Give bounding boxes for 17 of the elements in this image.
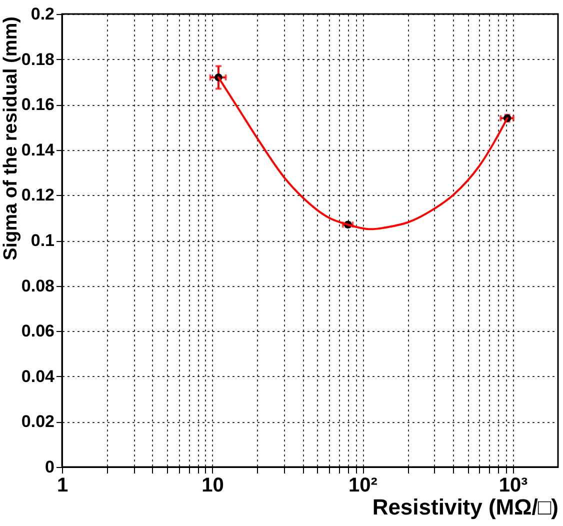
x-tick-label: 1 — [56, 474, 68, 496]
y-tick-label: 0.08 — [21, 276, 54, 296]
y-tick-label: 0.12 — [21, 186, 54, 205]
y-tick-label: 0.06 — [21, 322, 54, 341]
x-axis-title: Resistivity (MΩ/□) — [372, 494, 558, 520]
x-tick-label: 10 — [202, 474, 224, 496]
y-tick-label: 0.16 — [21, 95, 54, 114]
y-tick-label: 0.04 — [21, 366, 56, 386]
y-tick-label: 0.02 — [21, 412, 54, 432]
y-tick-label: 0.2 — [30, 4, 54, 24]
y-tick-label: 0.1 — [30, 231, 54, 250]
x-tick-label: 10² — [348, 474, 378, 496]
y-tick-label: 0 — [45, 458, 54, 476]
y-tick-label: 0.14 — [21, 140, 56, 160]
y-tick-label: 0.18 — [21, 50, 54, 69]
y-axis-title: Sigma of the residual (mm) — [0, 16, 22, 260]
x-tick-label: 10³ — [498, 474, 528, 496]
